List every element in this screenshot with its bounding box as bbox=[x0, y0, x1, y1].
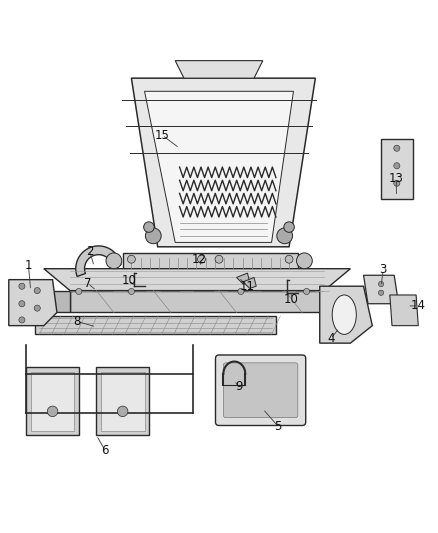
Text: 11: 11 bbox=[240, 280, 255, 293]
Text: 12: 12 bbox=[192, 253, 207, 266]
Circle shape bbox=[238, 288, 244, 295]
Circle shape bbox=[394, 163, 400, 169]
Polygon shape bbox=[364, 275, 399, 304]
FancyBboxPatch shape bbox=[35, 316, 276, 334]
FancyBboxPatch shape bbox=[101, 372, 145, 431]
Circle shape bbox=[198, 255, 205, 263]
Polygon shape bbox=[44, 269, 350, 290]
FancyBboxPatch shape bbox=[223, 363, 298, 418]
Circle shape bbox=[34, 287, 40, 294]
Polygon shape bbox=[70, 290, 324, 312]
Text: 13: 13 bbox=[389, 172, 404, 185]
Circle shape bbox=[297, 253, 312, 269]
Circle shape bbox=[394, 145, 400, 151]
Circle shape bbox=[378, 281, 384, 287]
Ellipse shape bbox=[332, 295, 357, 334]
Polygon shape bbox=[44, 290, 70, 312]
Text: 6: 6 bbox=[101, 444, 109, 457]
Text: 14: 14 bbox=[411, 300, 426, 312]
Circle shape bbox=[19, 283, 25, 289]
Circle shape bbox=[304, 288, 310, 295]
Circle shape bbox=[144, 222, 154, 232]
Circle shape bbox=[76, 288, 82, 295]
Circle shape bbox=[47, 406, 58, 417]
Polygon shape bbox=[131, 78, 315, 247]
Circle shape bbox=[127, 255, 135, 263]
FancyBboxPatch shape bbox=[96, 367, 149, 435]
Circle shape bbox=[128, 288, 134, 295]
Circle shape bbox=[106, 253, 122, 269]
Text: 5: 5 bbox=[275, 420, 282, 433]
Polygon shape bbox=[175, 61, 263, 78]
Text: 3: 3 bbox=[380, 263, 387, 276]
Text: 10: 10 bbox=[284, 293, 299, 306]
FancyBboxPatch shape bbox=[123, 253, 298, 269]
Circle shape bbox=[117, 406, 128, 417]
Text: 15: 15 bbox=[155, 128, 170, 142]
Circle shape bbox=[145, 228, 161, 244]
Circle shape bbox=[215, 255, 223, 263]
Polygon shape bbox=[243, 278, 256, 288]
Text: 9: 9 bbox=[235, 381, 243, 393]
Circle shape bbox=[19, 301, 25, 307]
Circle shape bbox=[109, 262, 114, 267]
Circle shape bbox=[34, 305, 40, 311]
Text: 7: 7 bbox=[84, 277, 92, 289]
FancyBboxPatch shape bbox=[215, 355, 306, 425]
FancyBboxPatch shape bbox=[31, 372, 74, 431]
Circle shape bbox=[284, 222, 294, 232]
Text: 8: 8 bbox=[73, 315, 80, 328]
Polygon shape bbox=[320, 286, 372, 343]
Circle shape bbox=[277, 228, 293, 244]
Polygon shape bbox=[76, 246, 121, 277]
Text: 2: 2 bbox=[86, 245, 94, 257]
Text: 10: 10 bbox=[122, 274, 137, 287]
Polygon shape bbox=[9, 280, 57, 326]
Polygon shape bbox=[237, 273, 250, 284]
Circle shape bbox=[19, 317, 25, 323]
FancyBboxPatch shape bbox=[26, 367, 79, 435]
Text: 4: 4 bbox=[327, 332, 335, 345]
Circle shape bbox=[285, 255, 293, 263]
Circle shape bbox=[394, 180, 400, 187]
Circle shape bbox=[378, 290, 384, 295]
Polygon shape bbox=[145, 91, 293, 243]
Polygon shape bbox=[390, 295, 418, 326]
Text: 1: 1 bbox=[25, 259, 32, 272]
FancyBboxPatch shape bbox=[381, 140, 413, 199]
